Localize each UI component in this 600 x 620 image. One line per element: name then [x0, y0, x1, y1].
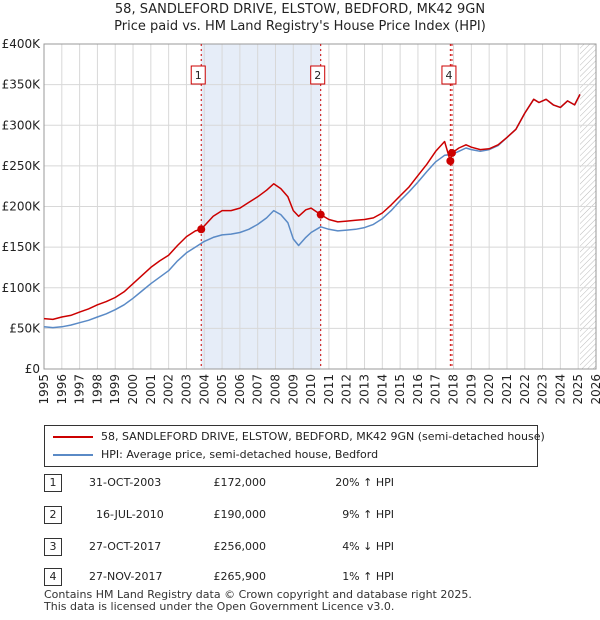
x-tick-label: 2023	[536, 374, 550, 405]
x-tick-label: 2007	[251, 374, 265, 405]
x-tick-label: 2025	[571, 374, 585, 405]
x-tick-label: 2012	[340, 374, 354, 405]
sale-price: £190,000	[213, 508, 267, 521]
y-tick-label: £400K	[2, 37, 42, 51]
sale-date: 27-OCT-2017	[89, 540, 162, 553]
x-tick-label: 2010	[304, 374, 318, 405]
sale-number: 4	[44, 568, 62, 586]
sale-price: £265,900	[213, 570, 267, 583]
sale-date: 16-JUL-2010	[96, 508, 164, 521]
x-tick-label: 2021	[500, 374, 514, 405]
x-tick-label: 2009	[286, 374, 300, 405]
x-tick-label: 1999	[108, 374, 122, 405]
sale-row-3: 3 27-OCT-2017 £256,000 4% ↓ HPI	[44, 538, 544, 558]
x-tick-label: 2005	[215, 374, 229, 405]
x-tick-label: 2019	[464, 374, 478, 405]
chart-title: 58, SANDLEFORD DRIVE, ELSTOW, BEDFORD, M…	[114, 2, 486, 17]
y-tick-label: £100K	[2, 281, 42, 295]
plot-frame	[43, 43, 597, 370]
x-tick-label: 2022	[518, 374, 532, 405]
y-tick-label: £200K	[2, 200, 42, 214]
sale-number: 1	[44, 474, 62, 492]
sale-4-marker-box	[441, 65, 457, 85]
footer: Contains HM Land Registry data © Crown c…	[44, 589, 472, 613]
y-tick-label: £350K	[2, 78, 42, 92]
x-tick-label: 1998	[90, 374, 104, 405]
x-tick-label: 2016	[411, 374, 425, 405]
x-tick-label: 2011	[322, 374, 336, 405]
x-tick-label: 1995	[37, 374, 51, 405]
sale-date: 27-NOV-2017	[89, 570, 163, 583]
sale-3-point	[446, 157, 455, 165]
footer-licence: This data is licensed under the Open Gov…	[44, 600, 395, 613]
x-tick-label: 2017	[429, 374, 443, 405]
sale-4-point	[447, 148, 456, 157]
legend-label-property: 58, SANDLEFORD DRIVE, ELSTOW, BEDFORD, M…	[101, 430, 545, 443]
chart-subtitle: Price paid vs. HM Land Registry's House …	[114, 19, 486, 34]
sale-hpi-delta: 9% ↑ HPI	[342, 508, 394, 521]
sale-number: 2	[44, 506, 62, 524]
x-tick-label: 2014	[375, 374, 389, 405]
sale-1-marker-label: 1	[195, 69, 202, 82]
sale-4-marker-label: 4	[445, 69, 452, 82]
sale-price: £256,000	[213, 540, 267, 553]
x-tick-label: 2004	[197, 374, 211, 405]
y-tick-label: £150K	[2, 240, 42, 254]
sale-2-marker-label: 2	[314, 69, 321, 82]
legend: 58, SANDLEFORD DRIVE, ELSTOW, BEDFORD, M…	[44, 425, 545, 467]
sale-date: 31-OCT-2003	[89, 476, 162, 489]
x-tick-label: 1997	[73, 374, 87, 405]
x-tick-label: 2026	[589, 374, 600, 405]
sale-hpi-delta: 1% ↑ HPI	[342, 570, 394, 583]
sale-hpi-delta: 4% ↓ HPI	[342, 540, 394, 553]
x-tick-label: 2024	[553, 374, 567, 405]
sale-1-point	[197, 225, 206, 234]
y-tick-label: £300K	[2, 118, 42, 132]
sale-row-2: 2 16-JUL-2010 £190,000 9% ↑ HPI	[44, 506, 544, 526]
x-tick-label: 1996	[55, 374, 69, 405]
x-tick-label: 2008	[268, 374, 282, 405]
x-tick-label: 2018	[447, 374, 461, 405]
x-tick-label: 2000	[126, 374, 140, 405]
legend-swatch-property	[53, 436, 93, 438]
legend-label-hpi: HPI: Average price, semi-detached house,…	[101, 448, 379, 461]
sale-number: 3	[44, 538, 62, 556]
sale-price: £172,000	[213, 476, 267, 489]
x-tick-label: 2013	[358, 374, 372, 405]
x-tick-label: 2006	[233, 374, 247, 405]
x-tick-label: 2001	[144, 374, 158, 405]
x-tick-label: 2015	[393, 374, 407, 405]
y-tick-label: £0	[25, 362, 40, 376]
sale-hpi-delta: 20% ↑ HPI	[335, 476, 394, 489]
footer-copyright: Contains HM Land Registry data © Crown c…	[44, 588, 472, 601]
sale-row-4: 4 27-NOV-2017 £265,900 1% ↑ HPI	[44, 568, 544, 588]
sale-row-1: 1 31-OCT-2003 £172,000 20% ↑ HPI	[44, 474, 544, 494]
sale-2-point	[316, 210, 325, 219]
x-tick-label: 2020	[482, 374, 496, 405]
x-tick-label: 2002	[162, 374, 176, 405]
price-chart: £0 £50K £100K £150K £200K £250K £300K £350K £400…	[2, 37, 600, 405]
sale-1-marker-box	[190, 65, 206, 85]
sale-2-marker-box	[310, 65, 326, 85]
legend-swatch-hpi	[53, 454, 93, 456]
y-tick-label: £50K	[9, 321, 41, 335]
y-tick-label: £250K	[2, 159, 42, 173]
x-tick-label: 2003	[179, 374, 193, 405]
